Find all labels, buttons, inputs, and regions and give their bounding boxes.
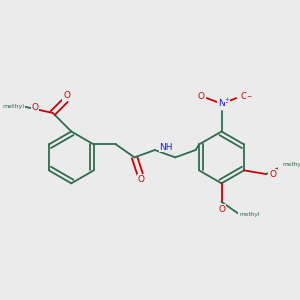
Text: O: O xyxy=(63,91,70,100)
Text: O: O xyxy=(198,92,205,101)
Text: O: O xyxy=(218,205,225,214)
Text: methyl: methyl xyxy=(239,212,260,217)
Text: O: O xyxy=(269,169,276,178)
Text: NH: NH xyxy=(160,143,173,152)
Text: O: O xyxy=(240,92,247,101)
Text: methyl: methyl xyxy=(283,162,300,167)
Text: O: O xyxy=(32,103,39,112)
Text: methyl: methyl xyxy=(2,104,24,109)
Text: N: N xyxy=(218,99,225,108)
Text: O: O xyxy=(137,175,145,184)
Text: −: − xyxy=(247,94,252,99)
Text: +: + xyxy=(225,97,230,102)
